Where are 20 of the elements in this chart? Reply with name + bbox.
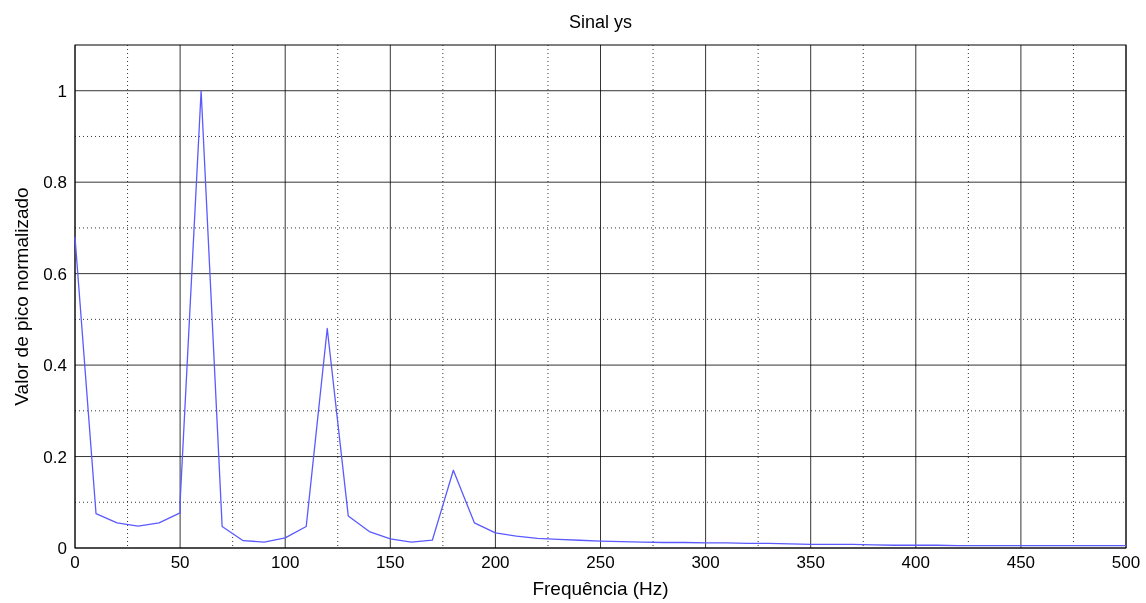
y-tick-label: 0 — [57, 539, 67, 558]
chart-title: Sinal ys — [568, 12, 633, 32]
x-tick-label: 450 — [1006, 553, 1036, 572]
x-tick-label: 150 — [376, 553, 405, 572]
y-tick-label: 0.2 — [43, 447, 67, 467]
x-axis-title: Frequência (Hz) — [532, 578, 669, 599]
x-tick-label: 400 — [901, 553, 930, 572]
y-tick-label: 0.4 — [43, 356, 67, 376]
x-tick-label: 250 — [586, 553, 615, 572]
y-tick-label: 0.8 — [43, 173, 67, 193]
x-tick-label: 200 — [481, 553, 510, 572]
y-axis-title: Valor de pico normalizado — [11, 187, 32, 406]
x-tick-label: 50 — [170, 553, 190, 572]
x-tick-label: 0 — [70, 553, 80, 572]
x-tick-label: 100 — [271, 553, 300, 572]
y-tick-label: 1 — [57, 81, 67, 101]
y-tick-label: 0.6 — [43, 264, 67, 284]
x-tick-label: 300 — [691, 553, 720, 572]
x-tick-label: 500 — [1111, 553, 1141, 572]
x-tick-label: 350 — [796, 553, 825, 572]
